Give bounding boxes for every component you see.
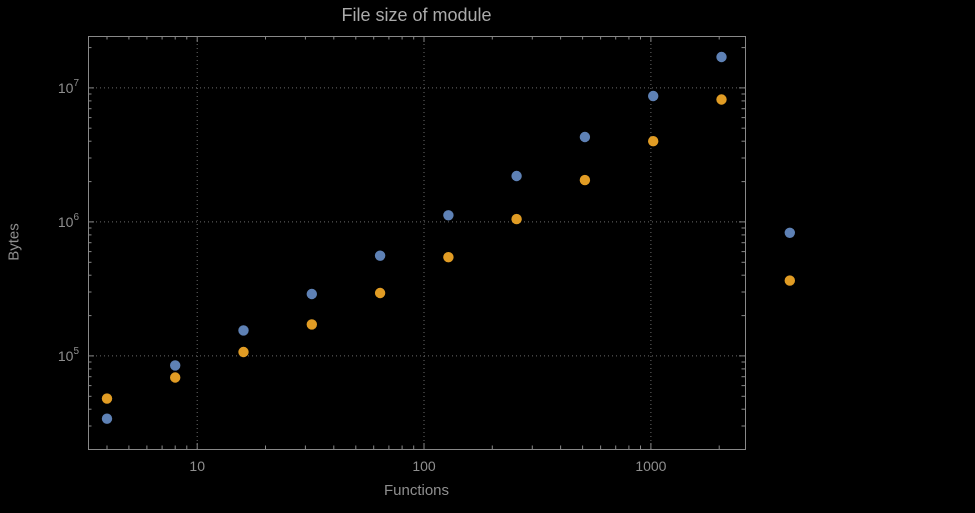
tick-labels: 10 100 1000 105 106 107 bbox=[58, 78, 667, 474]
data-point bbox=[784, 227, 795, 238]
data-point bbox=[579, 131, 591, 143]
data-point bbox=[579, 174, 591, 186]
x-tick-label: 1000 bbox=[635, 458, 666, 474]
data-point bbox=[101, 393, 113, 404]
data-point bbox=[511, 170, 522, 182]
data-point bbox=[306, 319, 317, 330]
x-axis-label: Functions bbox=[383, 482, 450, 499]
data-point bbox=[648, 90, 659, 102]
chart-title: File size of module bbox=[341, 5, 492, 25]
x-tick-label: 100 bbox=[412, 458, 436, 474]
tick-marks bbox=[88, 36, 745, 449]
y-tick-label: 105 bbox=[58, 346, 80, 364]
plot-frame bbox=[88, 36, 746, 450]
data-point bbox=[238, 346, 249, 358]
data-point bbox=[443, 210, 454, 221]
data-point bbox=[306, 288, 317, 300]
y-axis-label: Bytes bbox=[5, 223, 23, 261]
grid-lines bbox=[88, 36, 745, 449]
data-point bbox=[784, 275, 795, 286]
data-point bbox=[170, 360, 181, 371]
x-tick-label: 10 bbox=[189, 458, 205, 474]
data-point bbox=[443, 252, 454, 263]
data-point bbox=[716, 51, 727, 63]
data-point bbox=[238, 325, 249, 336]
data-point bbox=[374, 250, 386, 261]
orange-series-points bbox=[101, 94, 795, 404]
data-point bbox=[716, 94, 727, 105]
y-tick-label: 107 bbox=[58, 78, 80, 96]
data-point bbox=[374, 287, 386, 299]
data-point bbox=[170, 372, 181, 383]
data-point bbox=[101, 413, 113, 424]
data-point bbox=[511, 213, 522, 225]
y-tick-label: 106 bbox=[58, 212, 80, 230]
data-point bbox=[648, 136, 659, 147]
blue-series-points bbox=[101, 51, 795, 424]
